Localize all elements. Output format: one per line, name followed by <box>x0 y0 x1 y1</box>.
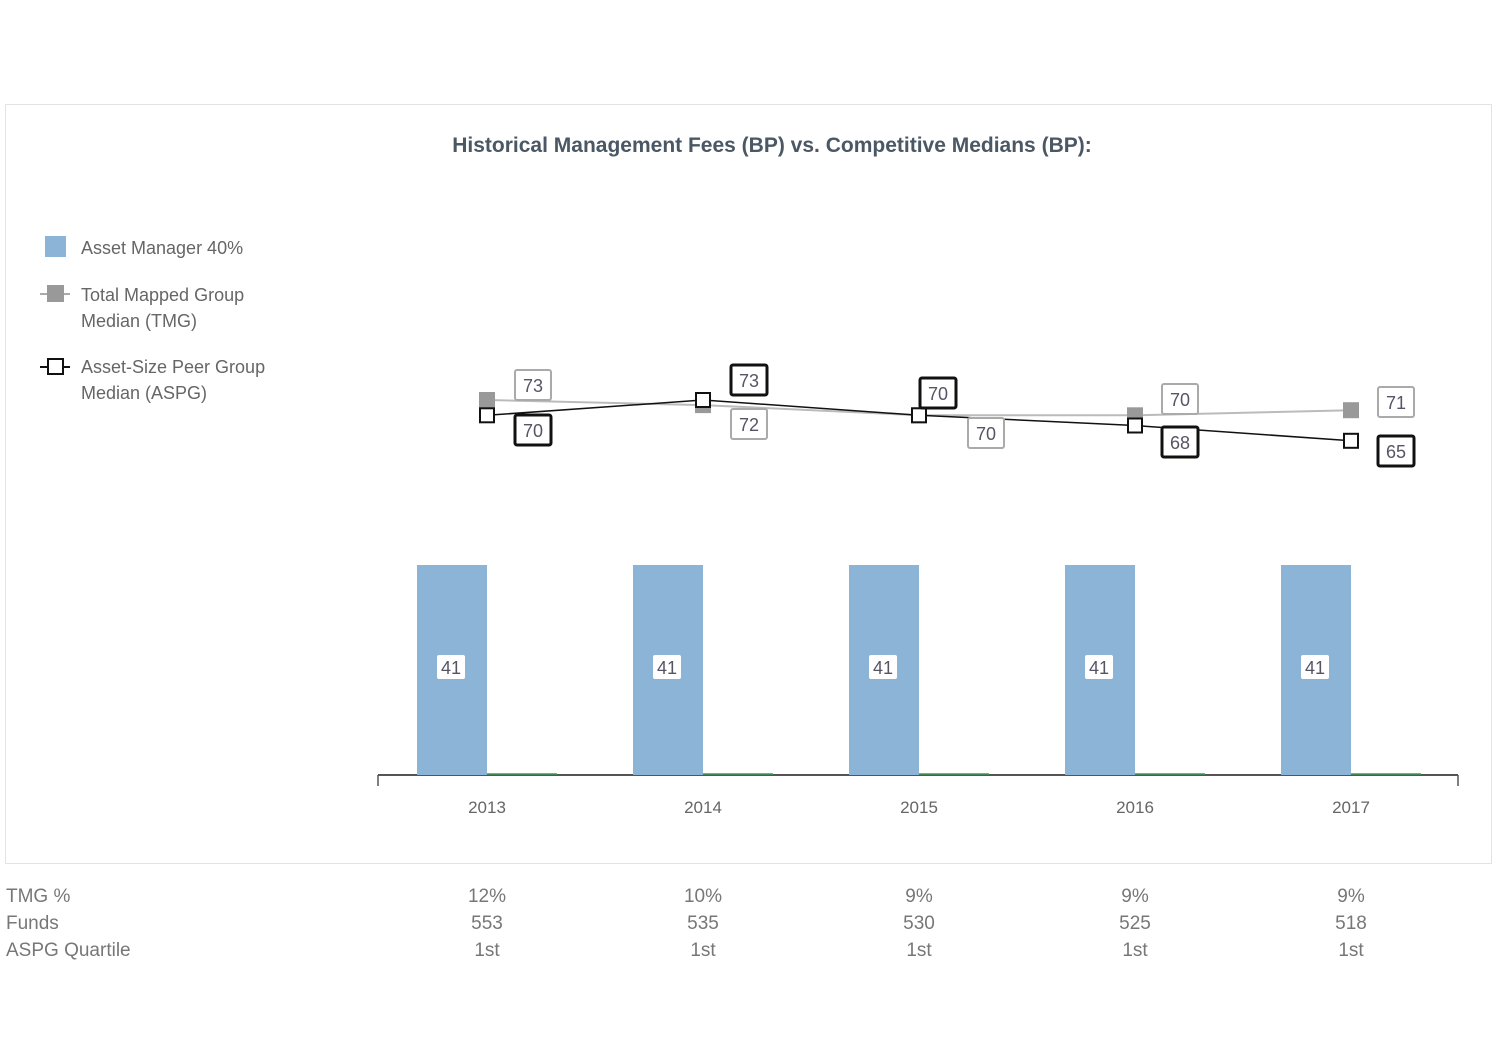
legend-marker-aspg-icon <box>47 358 64 375</box>
tmg-data-label: 72 <box>739 415 759 435</box>
chart-panel <box>5 104 1492 864</box>
bar-data-label: 41 <box>1305 658 1325 678</box>
aspg-data-label: 70 <box>523 421 543 441</box>
aspg-marker <box>479 407 495 424</box>
tmg-data-label-box <box>967 417 1005 449</box>
aspg-marker <box>1343 432 1359 449</box>
tmg-data-label-box <box>730 408 768 440</box>
aspg-data-label-box <box>1376 434 1416 468</box>
table-cell: 1st <box>1122 940 1148 961</box>
tmg-marker <box>479 392 495 408</box>
legend-label-asset-manager: Asset Manager 40% <box>81 238 244 258</box>
table-cell: 525 <box>1119 913 1151 934</box>
aspg-data-label-box <box>918 376 958 410</box>
legend-marker-tmg-icon <box>47 285 64 302</box>
chart-title: Historical Management Fees (BP) vs. Comp… <box>452 134 1092 157</box>
table-cell: 12% <box>467 886 507 907</box>
bar-data-label: 41 <box>1089 658 1109 678</box>
x-tick-label: 2017 <box>1332 798 1370 817</box>
table-cell: 1st <box>906 940 932 961</box>
aspg-data-label: 70 <box>928 384 948 404</box>
tmg-data-label-box <box>1377 386 1415 418</box>
x-tick-label: 2016 <box>1116 798 1154 817</box>
legend-label-aspg: Asset-Size Peer Group Median (ASPG) <box>81 357 266 403</box>
bar-label-box <box>1085 655 1113 679</box>
tmg-data-label-box <box>514 369 552 401</box>
aspg-data-label-box <box>729 363 769 397</box>
table-cell: 553 <box>471 913 503 934</box>
row-label: ASPG Quartile <box>6 940 131 961</box>
aspg-data-label-box <box>513 413 553 447</box>
row-label: Funds <box>6 913 59 934</box>
bar-data-label: 41 <box>441 658 461 678</box>
row-label: TMG % <box>6 886 71 907</box>
x-tick-label: 2015 <box>900 798 938 817</box>
tmg-data-label-box <box>1161 383 1199 415</box>
bar-label-box <box>1301 655 1329 679</box>
x-tick-label: 2013 <box>468 798 506 817</box>
table-cell: 1st <box>1338 940 1364 961</box>
aspg-data-label: 73 <box>739 371 759 391</box>
table-cell: 9% <box>1337 886 1365 907</box>
bar-data-label: 41 <box>657 658 677 678</box>
table-row: Funds 553 535 530 525 518 <box>6 913 1486 939</box>
tmg-data-label: 73 <box>523 376 543 396</box>
aspg-data-label-box <box>1160 425 1200 459</box>
legend-label-tmg: Total Mapped Group Median (TMG) <box>81 285 245 331</box>
table-cell: 518 <box>1335 913 1367 934</box>
table-cell: 1st <box>690 940 716 961</box>
legend-swatch-bar <box>45 236 66 257</box>
table-cell: 9% <box>905 886 933 907</box>
aspg-marker <box>911 407 927 424</box>
tmg-data-label: 71 <box>1386 393 1406 413</box>
bar-label-box <box>869 655 897 679</box>
aspg-marker <box>695 392 711 408</box>
aspg-marker <box>1127 417 1143 434</box>
aspg-data-label: 68 <box>1170 433 1190 453</box>
table-cell: 1st <box>474 940 500 961</box>
aspg-data-label: 65 <box>1386 442 1406 462</box>
bar-label-box <box>653 655 681 679</box>
table-row: TMG % 12% 10% 9% 9% 9% <box>6 886 1486 912</box>
tmg-marker <box>1343 402 1359 419</box>
x-tick-label: 2014 <box>684 798 722 817</box>
tmg-data-label: 70 <box>1170 390 1190 410</box>
bar-label-box <box>437 655 465 679</box>
table-cell: 530 <box>903 913 935 934</box>
tmg-data-label: 70 <box>976 424 996 444</box>
table-row: ASPG Quartile 1st 1st 1st 1st 1st <box>6 940 1486 966</box>
table-cell: 535 <box>687 913 719 934</box>
table-cell: 10% <box>683 886 723 907</box>
bar-data-label: 41 <box>873 658 893 678</box>
table-cell: 9% <box>1121 886 1149 907</box>
